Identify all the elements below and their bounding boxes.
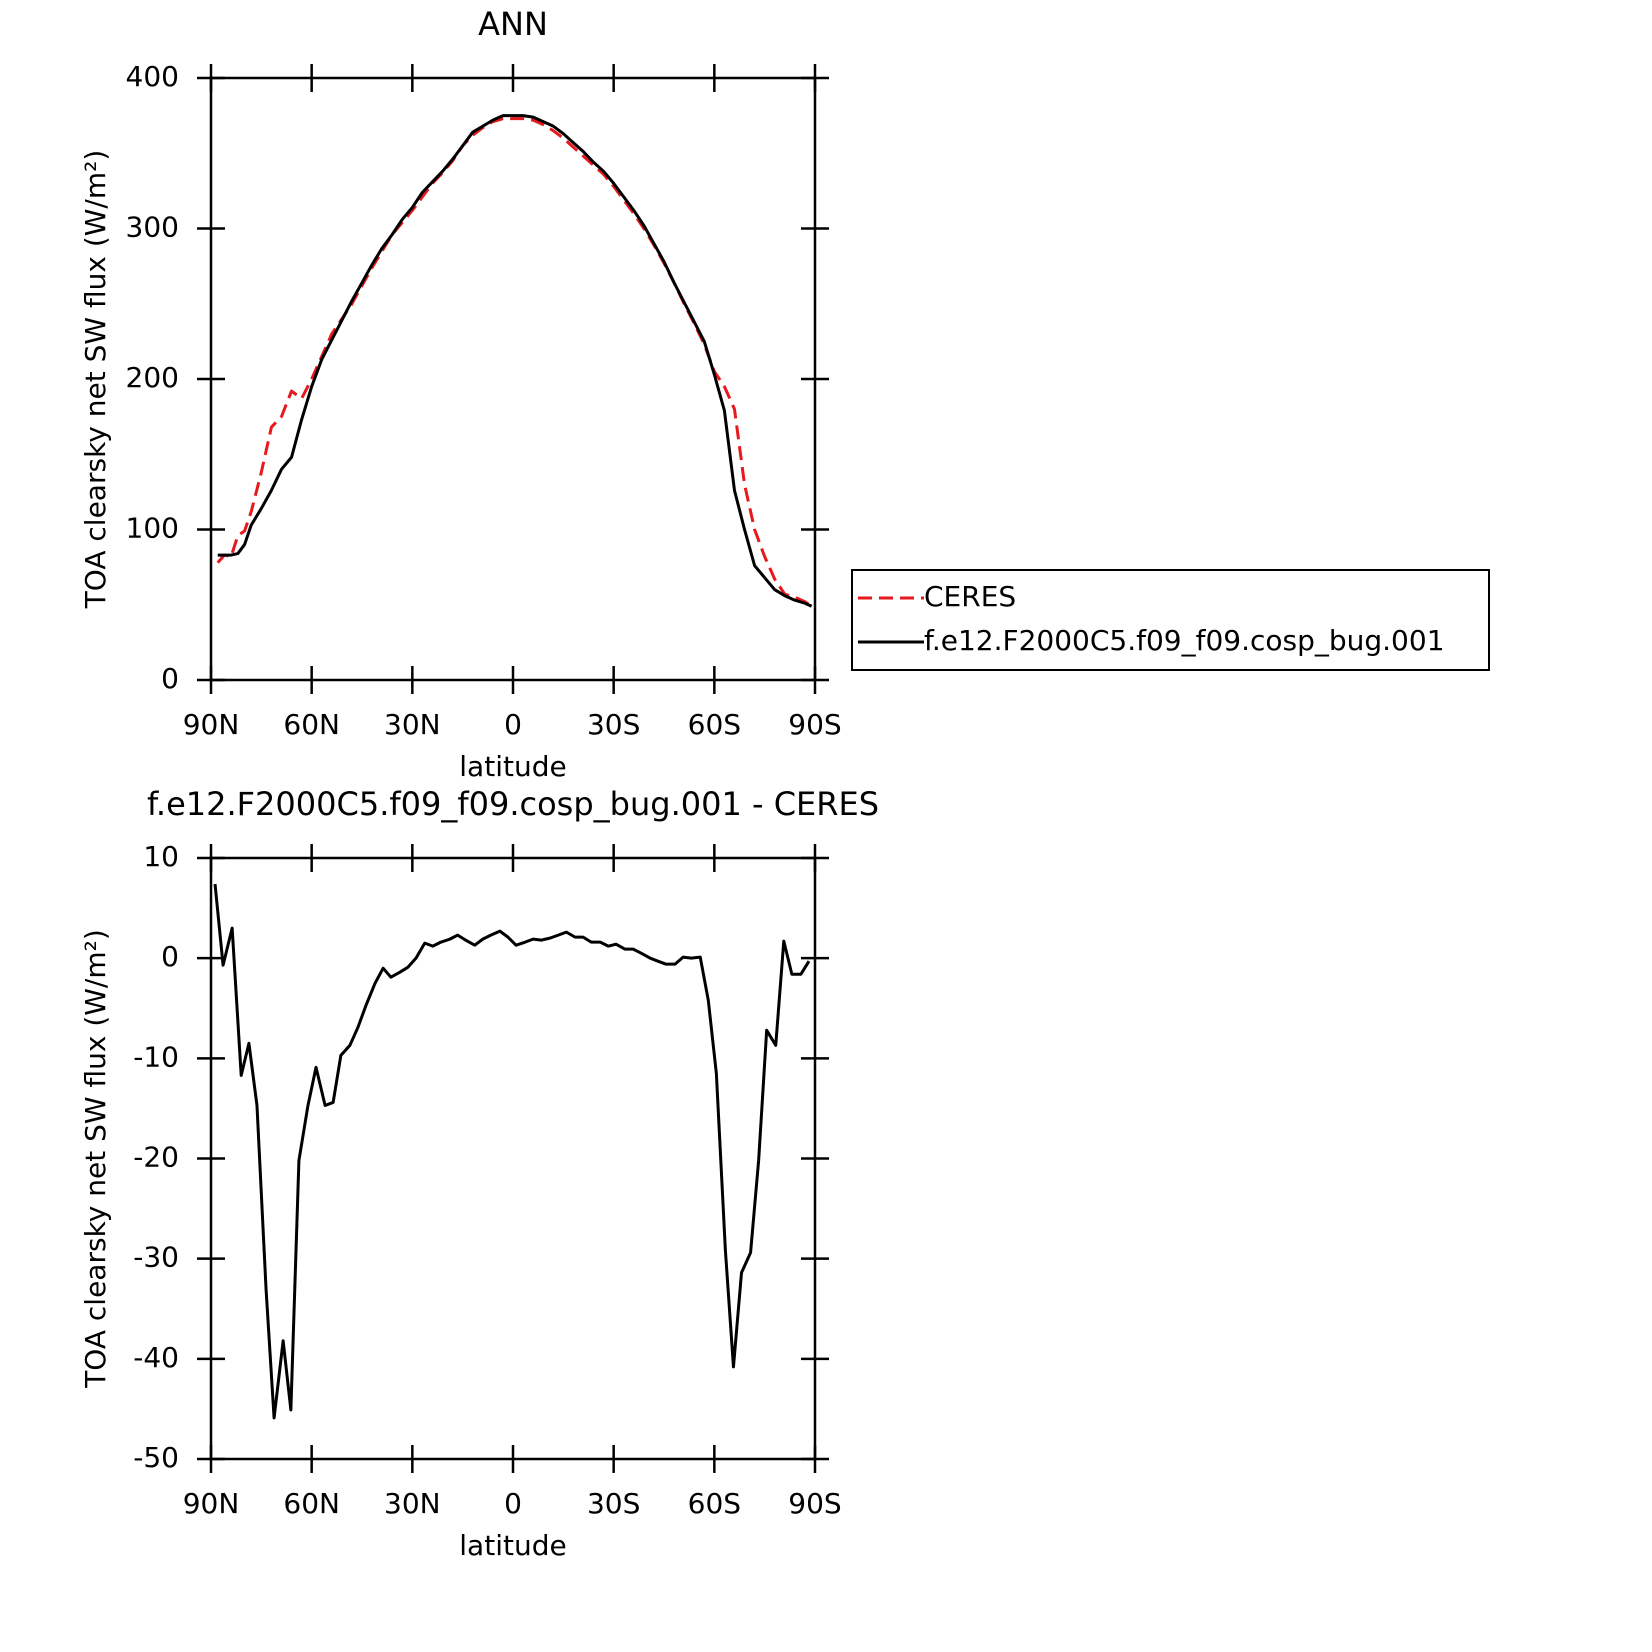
y-axis-label: TOA clearsky net SW flux (W/m²)	[79, 929, 112, 1389]
x-axis-label: latitude	[459, 1529, 566, 1562]
chart-title: f.e12.F2000C5.f09_f09.cosp_bug.001 - CER…	[147, 785, 879, 823]
y-tick-label: -20	[133, 1141, 179, 1174]
x-tick-label: 90S	[788, 708, 841, 741]
y-tick-label: 200	[126, 361, 179, 394]
y-axis-label: TOA clearsky net SW flux (W/m²)	[79, 150, 112, 610]
y-tick-label: 10	[143, 840, 179, 873]
plot-frame	[209, 856, 817, 1461]
y-tick-label: -10	[133, 1040, 179, 1073]
legend-label: CERES	[924, 580, 1016, 613]
x-tick-label: 90N	[183, 708, 240, 741]
data-line	[213, 883, 811, 1420]
x-axis-label: latitude	[459, 750, 566, 783]
y-tick-label: 300	[126, 211, 179, 244]
x-tick-label: 60N	[283, 1487, 340, 1520]
legend-label: f.e12.F2000C5.f09_f09.cosp_bug.001	[924, 624, 1445, 657]
y-tick-label: 400	[126, 60, 179, 93]
x-tick-label: 60S	[688, 1487, 741, 1520]
y-tick-label: 0	[161, 662, 179, 695]
x-tick-label: 30N	[384, 1487, 441, 1520]
x-tick-label: 30S	[587, 708, 640, 741]
data-line	[216, 117, 813, 608]
y-tick-label: 100	[126, 512, 179, 545]
legend-box	[851, 569, 1490, 671]
x-tick-label: 60S	[688, 708, 741, 741]
y-tick-label: -40	[133, 1341, 179, 1374]
x-tick-label: 0	[504, 1487, 522, 1520]
x-tick-label: 90N	[183, 1487, 240, 1520]
x-tick-label: 60N	[283, 708, 340, 741]
y-tick-label: 0	[161, 940, 179, 973]
y-tick-label: -30	[133, 1241, 179, 1274]
y-tick-label: -50	[133, 1441, 179, 1474]
x-tick-label: 0	[504, 708, 522, 741]
x-tick-label: 90S	[788, 1487, 841, 1520]
x-tick-label: 30N	[384, 708, 441, 741]
chart-title: ANN	[478, 5, 548, 43]
plot-frame	[209, 76, 817, 682]
x-tick-label: 30S	[587, 1487, 640, 1520]
data-line	[217, 114, 813, 608]
